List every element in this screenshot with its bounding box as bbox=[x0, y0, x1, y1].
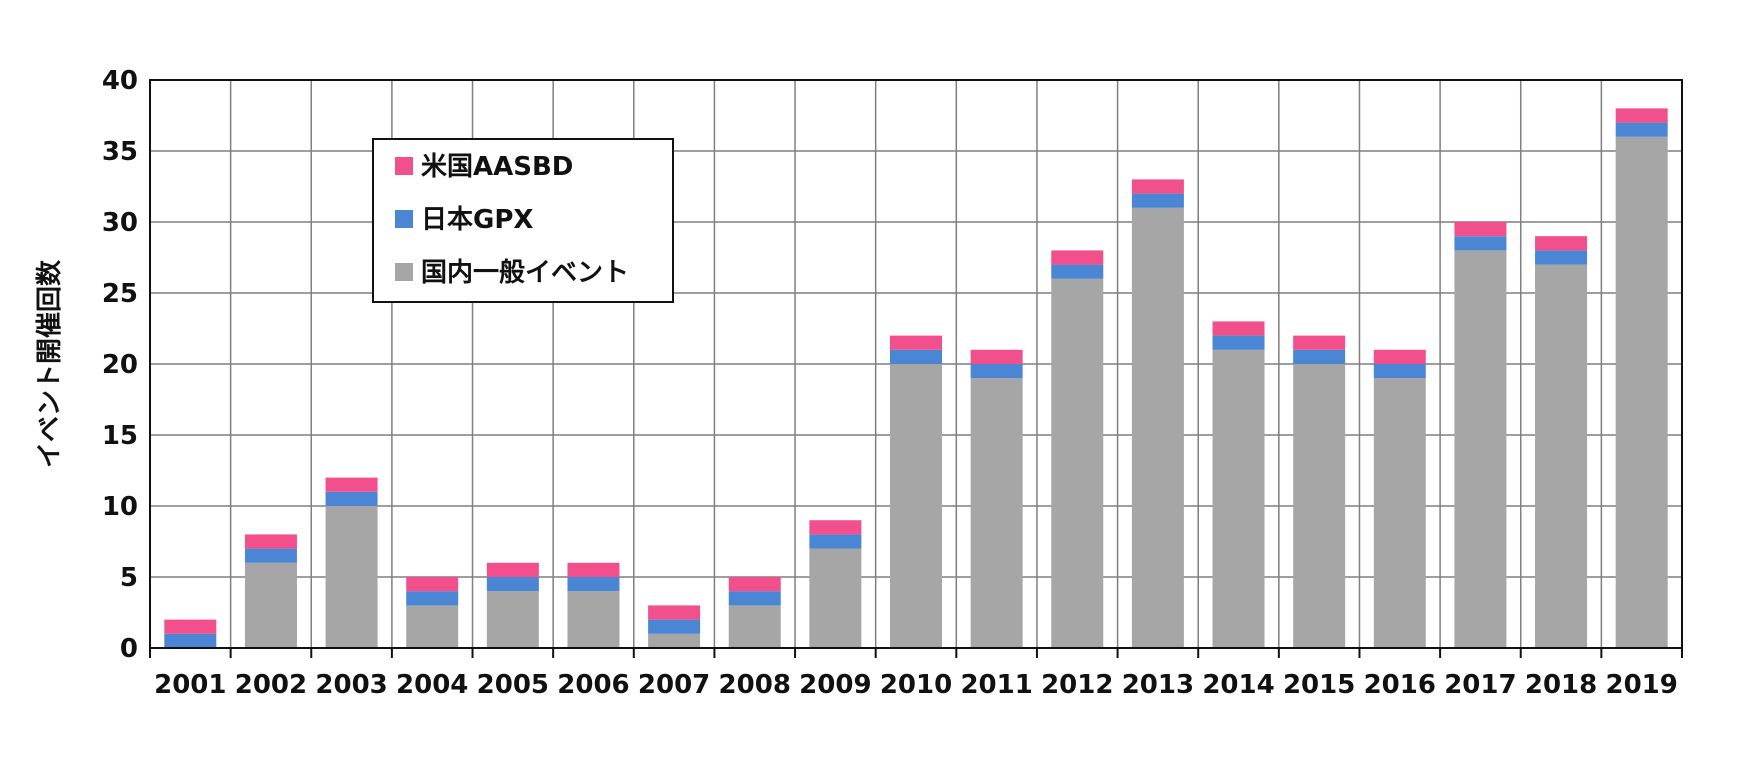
bar-segment bbox=[406, 577, 459, 592]
plot-border bbox=[149, 79, 1683, 649]
y-tick-label: 25 bbox=[102, 279, 138, 309]
bar-segment bbox=[648, 633, 701, 648]
bars bbox=[164, 108, 1668, 649]
bar-segment bbox=[1293, 364, 1346, 648]
legend-box bbox=[372, 138, 674, 303]
x-tick-label: 2010 bbox=[880, 670, 952, 700]
axes: 0 5 10 15 20 25 30 35 40 2001 2002 2003 2004 2005 2006… bbox=[102, 66, 1683, 700]
bar-segment bbox=[970, 364, 1023, 379]
bar-segment bbox=[890, 335, 942, 350]
bar-segment bbox=[1615, 108, 1668, 123]
x-tick-label: 2004 bbox=[396, 670, 468, 700]
bar-segment bbox=[728, 591, 781, 606]
bar-segment bbox=[1535, 236, 1588, 251]
bar-segment bbox=[1212, 335, 1265, 350]
legend-swatch bbox=[395, 210, 413, 228]
bar-segment bbox=[1212, 321, 1265, 336]
bar-segment bbox=[1131, 179, 1184, 194]
bar-segment bbox=[1373, 378, 1426, 648]
x-tick-label: 2003 bbox=[315, 670, 387, 700]
y-axis-title: イベント開催回数 bbox=[35, 259, 65, 468]
x-tick-label: 2018 bbox=[1525, 670, 1597, 700]
bar-segment bbox=[809, 534, 862, 549]
bar-segment bbox=[809, 548, 862, 648]
bar-segment bbox=[1293, 349, 1346, 364]
y-tick-label: 15 bbox=[102, 421, 138, 451]
legend-swatch bbox=[395, 263, 413, 281]
bar-segment bbox=[486, 562, 539, 577]
bar-segment bbox=[1615, 122, 1668, 137]
x-tick-label: 2006 bbox=[557, 670, 629, 700]
x-tick-label: 2019 bbox=[1605, 670, 1677, 700]
x-tick-label: 2015 bbox=[1283, 670, 1355, 700]
bar-segment bbox=[1373, 364, 1426, 379]
bar-segment bbox=[648, 605, 701, 620]
bar-segment bbox=[244, 562, 297, 648]
bar-segment bbox=[1051, 264, 1104, 279]
bar-segment bbox=[325, 477, 378, 492]
bar-segment bbox=[1454, 222, 1507, 237]
bar-segment bbox=[567, 562, 620, 577]
x-tick-label: 2009 bbox=[799, 670, 871, 700]
x-tick-label: 2012 bbox=[1041, 670, 1113, 700]
y-tick-label: 40 bbox=[102, 66, 138, 96]
bar-segment bbox=[486, 577, 539, 592]
bar-segment bbox=[890, 349, 942, 364]
y-tick-label: 20 bbox=[102, 350, 138, 380]
bar-segment bbox=[728, 605, 781, 648]
bar-segment bbox=[1454, 236, 1507, 251]
bar-segment bbox=[486, 591, 539, 648]
bar-segment bbox=[325, 491, 378, 506]
bar-segment bbox=[970, 349, 1023, 364]
y-tick-label: 10 bbox=[102, 492, 138, 522]
y-tick-label: 30 bbox=[102, 208, 138, 238]
bar-segment bbox=[1051, 250, 1104, 265]
bar-segment bbox=[1373, 349, 1426, 364]
bar-segment bbox=[1131, 207, 1184, 649]
x-tick-label: 2016 bbox=[1364, 670, 1436, 700]
bar-segment bbox=[728, 577, 781, 592]
bar-segment bbox=[1131, 193, 1184, 208]
bar-segment bbox=[325, 506, 378, 648]
bar-segment bbox=[1212, 349, 1265, 648]
bar-segment bbox=[1535, 264, 1588, 648]
bar-segment bbox=[244, 534, 297, 549]
x-tick-label: 2017 bbox=[1444, 670, 1516, 700]
x-tick-label: 2008 bbox=[719, 670, 791, 700]
bar-segment bbox=[1293, 335, 1346, 350]
bar-segment bbox=[1051, 278, 1104, 648]
bar-segment bbox=[164, 633, 217, 648]
x-tick-label: 2007 bbox=[638, 670, 710, 700]
bar-segment bbox=[970, 378, 1023, 648]
bar-segment bbox=[648, 619, 701, 634]
legend-swatch bbox=[395, 157, 413, 175]
y-tick-label: 5 bbox=[120, 563, 138, 593]
bar-segment bbox=[1615, 136, 1668, 649]
x-tick-label: 2005 bbox=[477, 670, 549, 700]
x-tick-label: 2014 bbox=[1202, 670, 1274, 700]
legend-label: 国内一般イベント bbox=[421, 258, 629, 288]
legend-label: 日本GPX bbox=[421, 205, 533, 235]
bar-segment bbox=[890, 364, 942, 648]
bar-segment bbox=[1454, 250, 1507, 648]
bar-segment bbox=[406, 591, 459, 606]
y-tick-label: 35 bbox=[102, 137, 138, 167]
x-tick-label: 2013 bbox=[1122, 670, 1194, 700]
bar-segment bbox=[164, 619, 217, 634]
bar-segment bbox=[244, 548, 297, 563]
x-tick-label: 2001 bbox=[154, 670, 226, 700]
bar-segment bbox=[406, 605, 459, 648]
bar-segment bbox=[1535, 250, 1588, 265]
legend-label: 米国AASBD bbox=[421, 152, 573, 182]
x-tick-label: 2002 bbox=[235, 670, 307, 700]
y-tick-label: 0 bbox=[120, 634, 138, 664]
bar-segment bbox=[809, 520, 862, 535]
bar-segment bbox=[567, 577, 620, 592]
bar-segment bbox=[567, 591, 620, 648]
x-tick-label: 2011 bbox=[960, 670, 1032, 700]
legend: 米国AASBD 日本GPX 国内一般イベント bbox=[372, 138, 674, 303]
